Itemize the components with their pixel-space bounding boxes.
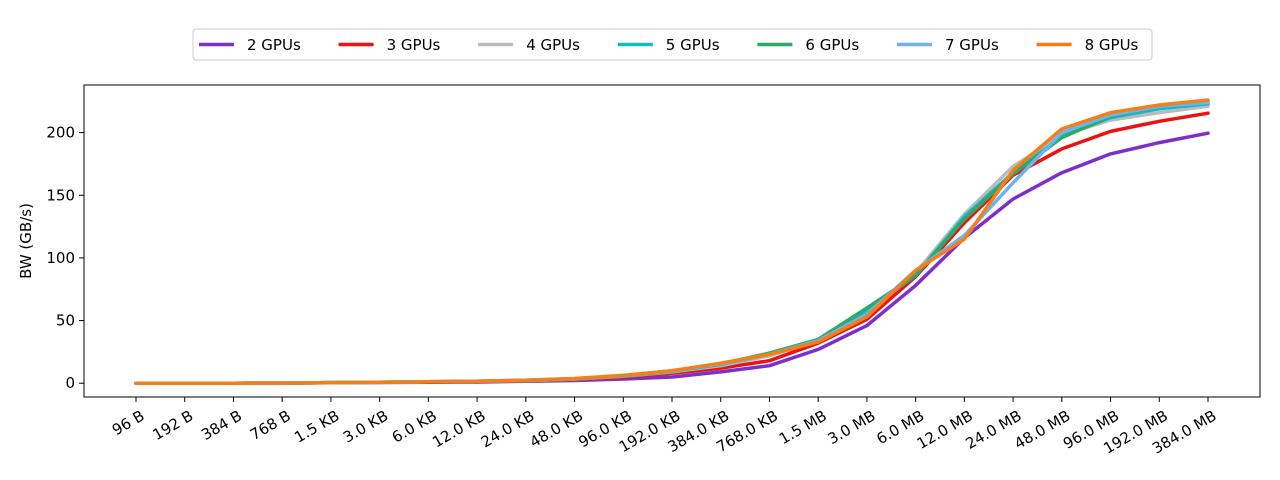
plot-frame	[83, 84, 1261, 398]
y-tick-label: 0	[65, 374, 75, 392]
legend-box	[192, 28, 1153, 61]
y-tick-label: 100	[46, 249, 75, 267]
legend-label: 4 GPUs	[526, 36, 580, 54]
series-line-2	[134, 111, 1210, 385]
y-tick-label: 50	[56, 312, 75, 330]
x-tick-label: 384 B	[198, 407, 245, 444]
y-tick-label: 200	[46, 124, 75, 142]
series-lines	[134, 98, 1210, 385]
x-tick-label: 3.0 MB	[825, 407, 879, 449]
x-tick-label: 24.0 KB	[478, 407, 537, 452]
x-tick-label: 48.0 KB	[527, 407, 586, 452]
x-tick-label: 12.0 KB	[429, 407, 488, 452]
series-line-1	[134, 131, 1210, 385]
legend-label: 5 GPUs	[666, 36, 720, 54]
legend-label: 7 GPUs	[945, 36, 999, 54]
legend-label: 6 GPUs	[805, 36, 859, 54]
legend-label: 3 GPUs	[387, 36, 441, 54]
x-tick-label: 3.0 KB	[340, 407, 391, 447]
y-tick-label: 150	[46, 186, 75, 204]
legend-label: 8 GPUs	[1085, 36, 1139, 54]
x-tick-label: 768 B	[247, 407, 294, 444]
x-tick-label: 192 B	[149, 407, 196, 444]
legend: 2 GPUs 3 GPUs 4 GPUs 5 GPUs 6 GPUs 7 GPUs 8 GP…	[192, 28, 1153, 61]
series-line-7	[134, 98, 1210, 385]
y-axis-title: BW (GB/s)	[17, 203, 35, 279]
x-tick-label: 96 B	[109, 407, 148, 440]
x-tick-label: 1.5 KB	[291, 407, 342, 447]
legend-label: 2 GPUs	[247, 36, 301, 54]
x-tick-label: 1.5 MB	[776, 407, 830, 449]
